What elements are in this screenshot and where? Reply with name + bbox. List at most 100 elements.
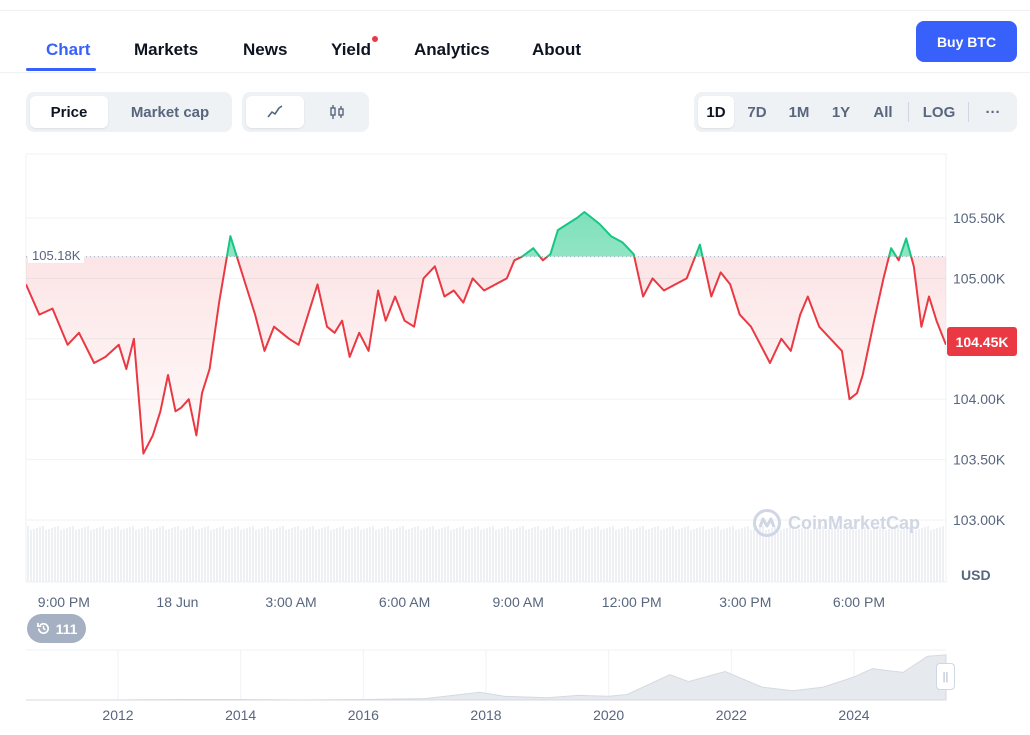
volume-bar — [618, 529, 620, 582]
price-point — [349, 356, 350, 357]
price-point — [273, 326, 274, 327]
volume-bar — [747, 526, 749, 582]
range-all-button[interactable]: All — [873, 103, 893, 121]
candlestick-button[interactable] — [308, 96, 365, 128]
volume-bar — [714, 527, 716, 582]
tab-markets[interactable]: Markets — [134, 40, 199, 59]
volume-bar — [564, 527, 566, 582]
tab-yield-label: Yield — [331, 40, 371, 59]
volume-bar — [732, 526, 734, 582]
price-toggle-button[interactable]: Price — [30, 96, 108, 128]
volume-bar — [288, 529, 290, 582]
volume-bar — [450, 530, 452, 582]
volume-bar — [918, 529, 920, 582]
price-point — [584, 211, 585, 212]
x-tick-label: 3:00 AM — [265, 594, 316, 610]
volume-bar — [171, 528, 173, 582]
volume-bar — [291, 528, 293, 582]
x-tick-label: 12:00 PM — [602, 594, 662, 610]
range-7d-button[interactable]: 7D — [747, 103, 767, 121]
coinmarketcap-logo-icon — [753, 509, 781, 537]
y-tick-label: 105.00K — [953, 270, 1006, 286]
volume-bar — [537, 526, 539, 582]
price-point — [105, 356, 106, 357]
volume-bar — [354, 527, 356, 582]
tab-analytics[interactable]: Analytics — [414, 40, 490, 59]
volume-bar — [372, 526, 374, 582]
volume-bar — [189, 527, 191, 582]
volume-bar — [150, 530, 152, 582]
volume-bar — [828, 529, 830, 582]
price-point — [52, 308, 53, 309]
volume-bar — [738, 529, 740, 582]
history-badge[interactable]: 111 — [27, 614, 86, 643]
log-scale-button[interactable]: LOG — [922, 103, 956, 121]
volume-bar — [324, 527, 326, 582]
tab-yield[interactable]: Yield — [331, 36, 378, 60]
buy-btc-button[interactable]: Buy BTC — [916, 21, 1017, 62]
range-slider-handle[interactable]: || — [936, 663, 955, 690]
marketcap-toggle-button[interactable]: Market cap — [130, 103, 210, 121]
overview-year-label: 2018 — [470, 707, 501, 723]
volume-bar — [231, 528, 233, 582]
price-point — [891, 248, 892, 249]
volume-bar — [408, 529, 410, 582]
volume-bar — [633, 529, 635, 582]
volume-bar — [726, 528, 728, 582]
price-point — [359, 332, 360, 333]
x-tick-label: 9:00 AM — [492, 594, 543, 610]
range-1y-button[interactable]: 1Y — [831, 103, 851, 121]
volume-bar — [651, 528, 653, 582]
volume-bar — [336, 528, 338, 582]
volume-bar — [516, 528, 518, 582]
volume-bar — [186, 528, 188, 582]
price-point — [298, 344, 299, 345]
volume-bar — [717, 526, 719, 582]
volume-bar — [144, 527, 146, 582]
price-point — [898, 260, 899, 261]
volume-bar — [891, 528, 893, 582]
volume-bar — [201, 528, 203, 582]
more-options-button[interactable]: ··· — [985, 103, 1001, 121]
volume-bar — [78, 529, 80, 582]
tab-news[interactable]: News — [243, 40, 288, 59]
volume-bar — [843, 529, 845, 582]
volume-bar — [306, 528, 308, 582]
volume-bar — [141, 528, 143, 582]
tab-chart[interactable]: Chart — [46, 40, 91, 59]
range-1d-button[interactable]: 1D — [698, 96, 734, 128]
volume-bar — [252, 526, 254, 582]
volume-bar — [162, 526, 164, 582]
volume-bar — [510, 530, 512, 582]
tab-about[interactable]: About — [532, 40, 582, 59]
volume-bar — [228, 529, 230, 582]
y-tick-label: 105.50K — [953, 210, 1006, 226]
volume-bar — [708, 529, 710, 582]
volume-bar — [636, 528, 638, 582]
line-chart-button[interactable] — [246, 96, 304, 128]
volume-bar — [870, 530, 872, 582]
x-tick-label: 9:00 PM — [38, 594, 90, 610]
price-point — [928, 296, 929, 297]
volume-bar — [444, 527, 446, 582]
price-point — [317, 284, 318, 285]
volume-bar — [876, 528, 878, 582]
volume-bar — [183, 529, 185, 582]
volume-bar — [837, 526, 839, 582]
volume-bar — [165, 530, 167, 582]
price-point — [819, 326, 820, 327]
volume-bar — [309, 527, 311, 582]
line-chart-icon — [267, 105, 283, 118]
volume-bar — [606, 528, 608, 582]
volume-bar — [492, 526, 494, 582]
range-1m-button[interactable]: 1M — [788, 103, 810, 121]
price-point — [472, 278, 473, 279]
price-point — [118, 344, 119, 345]
volume-bar — [888, 529, 890, 582]
price-point — [264, 350, 265, 351]
volume-bar — [423, 529, 425, 582]
volume-bar — [363, 529, 365, 582]
volume-bar — [63, 529, 65, 582]
price-point — [862, 374, 863, 375]
